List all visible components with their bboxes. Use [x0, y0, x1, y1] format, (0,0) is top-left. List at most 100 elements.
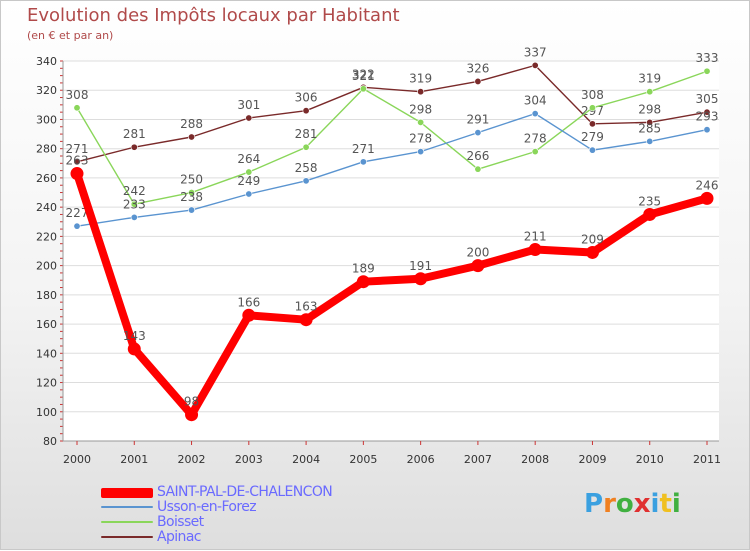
x-tick-label: 2011	[693, 453, 721, 466]
data-label: 333	[696, 51, 719, 65]
data-point	[414, 272, 428, 286]
legend-swatch	[101, 536, 153, 538]
data-point	[245, 190, 253, 198]
data-label: 233	[123, 197, 146, 211]
y-tick-label: 320	[36, 84, 57, 97]
data-point	[359, 85, 367, 93]
data-label: 291	[466, 113, 489, 127]
data-label: 211	[524, 230, 547, 244]
x-tick-label: 2003	[235, 453, 263, 466]
logo-letter: o	[615, 489, 634, 519]
series-line	[76, 70, 708, 205]
y-tick-label: 200	[36, 260, 57, 273]
data-point	[474, 129, 482, 137]
data-point	[188, 133, 196, 141]
x-tick-label: 2009	[578, 453, 606, 466]
data-point	[70, 167, 84, 181]
data-label: 209	[581, 232, 604, 246]
logo-letter: x	[633, 489, 651, 519]
data-label: 308	[66, 88, 89, 102]
x-tick-label: 2006	[407, 453, 435, 466]
data-label: 163	[295, 300, 318, 314]
data-point	[471, 259, 485, 273]
chart-subtitle: (en € et par an)	[27, 29, 114, 42]
data-point	[703, 108, 711, 116]
data-point	[588, 120, 596, 128]
proxiti-logo: Proxiti	[584, 489, 681, 519]
x-tick-label: 2007	[464, 453, 492, 466]
data-label: 278	[524, 132, 547, 146]
logo-letter: P	[584, 489, 604, 519]
data-label: 321	[352, 69, 375, 83]
data-label: 281	[123, 127, 146, 141]
data-label: 238	[180, 190, 203, 204]
data-point	[528, 243, 542, 257]
data-label: 227	[66, 206, 89, 220]
data-point	[73, 222, 81, 230]
data-label: 166	[237, 295, 260, 309]
data-point	[646, 118, 654, 126]
legend-label: Usson-en-Forez	[157, 499, 257, 515]
data-point	[474, 77, 482, 85]
logo-letter: t	[659, 489, 672, 519]
data-label: 263	[66, 154, 89, 168]
y-tick-label: 280	[36, 143, 57, 156]
series-line	[73, 169, 711, 419]
data-point	[245, 114, 253, 122]
data-label: 308	[581, 88, 604, 102]
legend-swatch	[101, 488, 153, 498]
series-line	[76, 64, 708, 163]
data-point	[703, 67, 711, 75]
data-label: 285	[638, 121, 661, 135]
data-label: 305	[696, 92, 719, 106]
data-label: 288	[180, 117, 203, 131]
data-label: 298	[409, 102, 432, 116]
x-tick-label: 2000	[63, 453, 91, 466]
logo-letter: i	[650, 489, 660, 519]
data-point	[700, 191, 714, 205]
data-label: 304	[524, 94, 547, 108]
data-label: 250	[180, 173, 203, 187]
x-tick-label: 2001	[120, 453, 148, 466]
data-point	[417, 148, 425, 156]
data-label: 242	[123, 184, 146, 198]
data-point	[531, 110, 539, 118]
y-tick-label: 240	[36, 201, 57, 214]
data-label: 301	[237, 98, 260, 112]
data-point	[130, 213, 138, 221]
data-label: 266	[466, 149, 489, 163]
data-label: 322	[352, 67, 375, 81]
y-tick-label: 220	[36, 230, 57, 243]
series-line	[76, 112, 708, 227]
data-label: 326	[466, 61, 489, 75]
data-label: 98	[184, 395, 199, 409]
chart-title: Evolution des Impôts locaux par Habitant	[27, 5, 400, 26]
x-tick-label: 2008	[521, 453, 549, 466]
data-label: 249	[237, 174, 260, 188]
logo-letter: i	[671, 489, 681, 519]
data-label: 200	[466, 246, 489, 260]
legend-label: Apinac	[157, 529, 202, 545]
logo-letter: r	[603, 489, 616, 519]
y-tick-label: 260	[36, 172, 57, 185]
data-point	[185, 408, 199, 422]
data-point	[643, 207, 657, 221]
legend-label: Boisset	[157, 514, 204, 530]
legend-label: SAINT-PAL-DE-CHALENCON	[157, 484, 333, 500]
x-tick-label: 2010	[636, 453, 664, 466]
data-point	[417, 118, 425, 126]
data-label: 264	[237, 152, 260, 166]
data-label: 235	[638, 194, 661, 208]
data-label: 143	[123, 329, 146, 343]
x-tick-label: 2005	[349, 453, 377, 466]
data-point	[302, 177, 310, 185]
data-point	[646, 88, 654, 96]
data-point	[531, 61, 539, 69]
data-label: 306	[295, 91, 318, 105]
data-label: 298	[638, 102, 661, 116]
data-point	[703, 126, 711, 134]
data-point	[245, 168, 253, 176]
data-point	[474, 165, 482, 173]
